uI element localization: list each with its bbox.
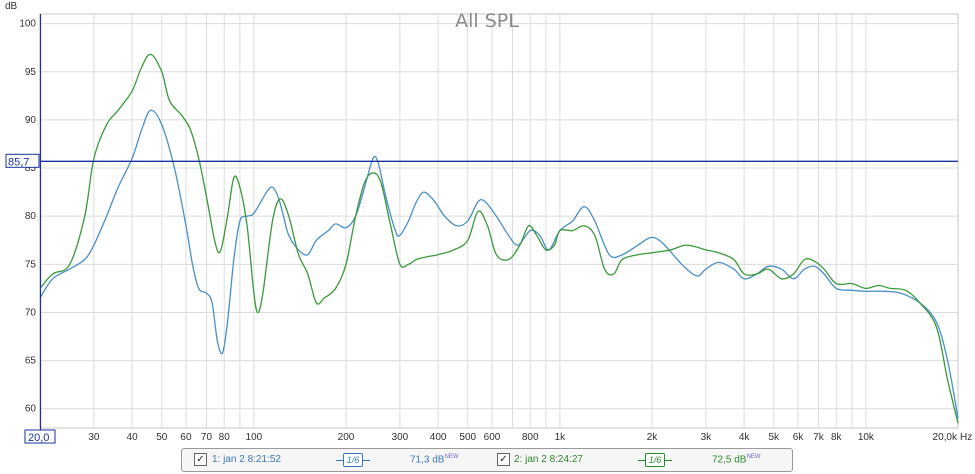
series1-smoothing[interactable]: 1/6	[336, 453, 370, 467]
x-tick-label: 20,0k	[933, 432, 958, 443]
x-tick-label: 400	[430, 432, 447, 443]
x-tick-label: 30	[88, 432, 100, 443]
x-tick-label: 50	[156, 432, 168, 443]
x-tick-label: 10k	[858, 432, 875, 443]
x-tick-label: 6k	[793, 432, 805, 443]
series2-level: 72,5 dBNEW	[712, 454, 760, 465]
series1-level-value: 71,3 dB	[410, 454, 445, 466]
y-tick-label: 100	[19, 19, 36, 30]
x-tick-label: 200	[338, 432, 355, 443]
x-tick-label: 1k	[555, 432, 567, 443]
x-tick-label: 600	[484, 432, 501, 443]
series2-new-badge: NEW	[746, 454, 761, 460]
y-tick-label: 70	[25, 307, 37, 318]
x-tick-label: 70	[201, 432, 213, 443]
x-tick-label: 500	[459, 432, 476, 443]
series-2-line	[39, 53, 959, 424]
y-tick-label: 90	[25, 115, 37, 126]
x-tick-label: 300	[392, 432, 409, 443]
series-1-line	[39, 109, 959, 419]
y-tick-label: 75	[25, 259, 37, 270]
x-cursor-label: 20,0	[28, 432, 49, 444]
x-tick-label: 80	[219, 432, 231, 443]
x-tick-label: 40	[127, 432, 139, 443]
x-tick-label: 7k	[813, 432, 825, 443]
series1-level: 71,3 dBNEW	[410, 454, 458, 465]
y-cursor-label: 85,7	[8, 156, 29, 168]
y-tick-label: 80	[25, 211, 37, 222]
series2-smoothing[interactable]: 1/6	[638, 453, 672, 467]
x-tick-label: 4k	[739, 432, 751, 443]
x-tick-label: 8k	[831, 432, 843, 443]
series1-label[interactable]: 1: jan 2 8:21:52	[212, 454, 281, 465]
series1-new-badge: NEW	[444, 454, 459, 460]
y-tick-label: 85	[25, 163, 37, 174]
x-tick-label: 100	[246, 432, 263, 443]
series-group	[39, 53, 959, 424]
series2-checkbox[interactable]: ✓	[497, 453, 510, 466]
legend-bar: ✓ 1: jan 2 8:21:52 1/6 71,3 dBNEW ✓ 2: j…	[181, 448, 793, 472]
x-tick-label: 5k	[768, 432, 780, 443]
x-tick-label: 2k	[647, 432, 659, 443]
x-tick-label: 800	[522, 432, 539, 443]
y-cursor-label-box	[5, 153, 40, 168]
x-axis-unit: Hz	[960, 432, 972, 443]
y-axis-ticks: 60 65 70 75 80 85 90 95 100	[19, 19, 36, 415]
y-tick-label: 60	[25, 404, 37, 415]
series2-level-value: 72,5 dB	[712, 454, 747, 466]
y-tick-label: 65	[25, 356, 37, 367]
chart-title: All SPL	[455, 10, 519, 32]
x-axis-ticks: 30 40 50 60 70 80 100 200 300 400 500 600 800 1k 2k 3k 4…	[88, 432, 958, 443]
y-axis-unit: dB	[5, 1, 18, 12]
x-tick-label: 60	[180, 432, 192, 443]
series2-label[interactable]: 2: jan 2 8:24:27	[514, 454, 583, 465]
series1-checkbox[interactable]: ✓	[194, 453, 207, 466]
grid	[39, 13, 959, 429]
x-tick-label: 3k	[701, 432, 713, 443]
y-tick-label: 95	[25, 67, 37, 78]
